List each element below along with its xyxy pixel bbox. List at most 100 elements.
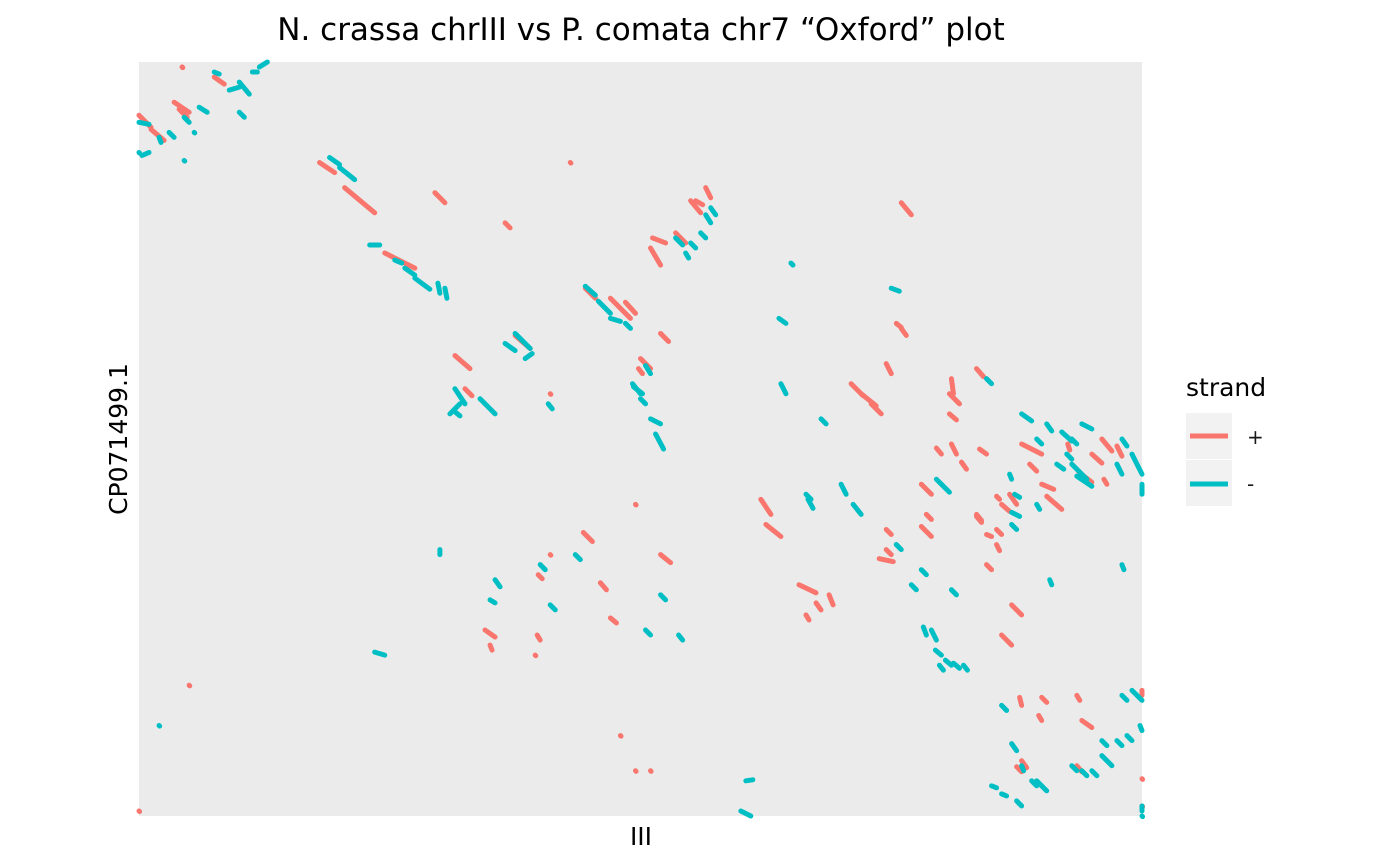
alignment-segment-minus (743, 777, 756, 784)
alignment-segment-plus (898, 325, 909, 338)
alignment-segment-minus (1119, 692, 1130, 703)
alignment-segment-minus (788, 260, 796, 268)
alignment-segment-plus (994, 493, 1003, 502)
alignment-segment-minus (676, 632, 686, 643)
alignment-segment-plus (1044, 493, 1065, 512)
alignment-segment-plus (763, 521, 784, 540)
alignment-segment-minus (1114, 461, 1125, 477)
alignment-segment-minus (703, 212, 714, 226)
alignment-segment-minus (236, 109, 247, 120)
plot-panel (139, 62, 1142, 816)
alignment-segment-plus (876, 556, 896, 565)
alignment-segment-plus (933, 445, 944, 457)
alignment-segment-minus (502, 340, 518, 354)
alignment-segment-plus (703, 185, 714, 201)
alignment-segment-plus (648, 768, 654, 774)
alignment-segment-minus (1079, 421, 1095, 432)
alignment-segment-plus (622, 299, 638, 316)
alignment-segment-minus (776, 315, 789, 326)
alignment-segment-minus (638, 396, 649, 407)
alignment-segment-plus (803, 612, 812, 623)
alignment-segment-plus (693, 198, 706, 208)
alignment-segment-plus (946, 411, 959, 423)
alignment-segment-plus (948, 441, 959, 457)
alignment-segment-plus (994, 542, 1003, 554)
alignment-segment-minus (1009, 521, 1020, 532)
alignment-segment-minus (805, 496, 816, 511)
alignment-segment-plus (547, 552, 554, 558)
alignment-segment-plus (580, 529, 595, 545)
alignment-segment-plus (1101, 476, 1110, 487)
alignment-segment-minus (1064, 451, 1075, 462)
alignment-segment-plus (342, 185, 378, 216)
alignment-segment-minus (1034, 501, 1043, 512)
legend-title: strand (1186, 373, 1266, 402)
alignment-segment-minus (999, 702, 1010, 713)
alignment-segment-minus (1119, 562, 1127, 573)
alignment-segment-minus (658, 592, 669, 603)
alignment-segment-plus (1019, 441, 1045, 457)
alignment-segment-minus (938, 481, 952, 495)
alignment-segment-plus (923, 511, 934, 522)
alignment-segment-minus (1114, 738, 1125, 749)
alignment-segment-plus (658, 552, 674, 566)
alignment-segment-plus (482, 627, 498, 640)
alignment-segment-minus (1119, 436, 1130, 449)
alignment-segment-minus (1069, 461, 1090, 482)
alignment-segment-minus (893, 542, 904, 553)
alignment-segment-minus (136, 119, 152, 127)
alignment-segment-minus (595, 298, 613, 316)
alignment-segment-minus (622, 320, 633, 331)
alignment-segment-plus (918, 481, 934, 497)
alignment-segment-plus (999, 632, 1015, 648)
alignment-segment-minus (643, 627, 654, 638)
alignment-segment-plus (758, 496, 774, 517)
alignment-segment-plus (1089, 451, 1105, 466)
alignment-segment-plus (688, 198, 704, 216)
alignment-segment-minus (778, 381, 789, 397)
alignment-segment-minus (452, 409, 463, 419)
alignment-segment-minus (191, 129, 198, 136)
alignment-segment-plus (1019, 758, 1030, 771)
alignment-segment-minus (932, 647, 944, 658)
alignment-segment-minus (1019, 763, 1027, 774)
alignment-segment-minus (139, 149, 152, 158)
alignment-segment-plus (826, 592, 836, 608)
alignment-segment-minus (738, 808, 754, 819)
chart-title: N. crassa chrIII vs P. comata chr7 “Oxfo… (277, 12, 1005, 48)
alignment-segment-minus (1099, 753, 1115, 769)
alignment-segment-minus (1137, 723, 1145, 734)
alignment-segment-minus (435, 280, 443, 296)
alignment-segment-plus (607, 615, 619, 626)
alignment-segment-plus (977, 446, 990, 457)
alignment-segment-plus (632, 501, 639, 508)
alignment-segment-minus (950, 660, 962, 671)
alignment-segment-minus (920, 624, 929, 638)
alignment-segment-minus (1069, 436, 1080, 447)
alignment-segment-plus (883, 361, 894, 377)
alignment-segment-minus (166, 129, 177, 140)
alignment-segment-plus (211, 74, 227, 87)
alignment-segment-minus (545, 401, 555, 412)
alignment-segment-plus (597, 580, 609, 593)
alignment-segment-minus (607, 315, 623, 324)
alignment-segment-plus (171, 99, 192, 115)
alignment-segment-minus (948, 587, 959, 598)
plot-marks (136, 59, 1146, 820)
alignment-segment-minus (1089, 768, 1100, 779)
alignment-segment-minus (960, 662, 970, 673)
alignment-segment-minus (402, 265, 418, 278)
alignment-segment-plus (648, 245, 664, 268)
alignment-segment-plus (535, 572, 545, 582)
alignment-segment-minus (181, 158, 188, 164)
alignment-segment-minus (1129, 687, 1145, 703)
alignment-segment-minus (327, 155, 343, 168)
alignment-segment-plus (635, 366, 646, 377)
alignment-segment-minus (226, 84, 242, 93)
alignment-segment-minus (683, 250, 692, 261)
alignment-segment-plus (179, 64, 186, 71)
alignment-segment-minus (452, 386, 468, 407)
alignment-segment-plus (948, 376, 956, 397)
alignment-segment-minus (181, 114, 192, 125)
alignment-segment-minus (196, 104, 210, 115)
